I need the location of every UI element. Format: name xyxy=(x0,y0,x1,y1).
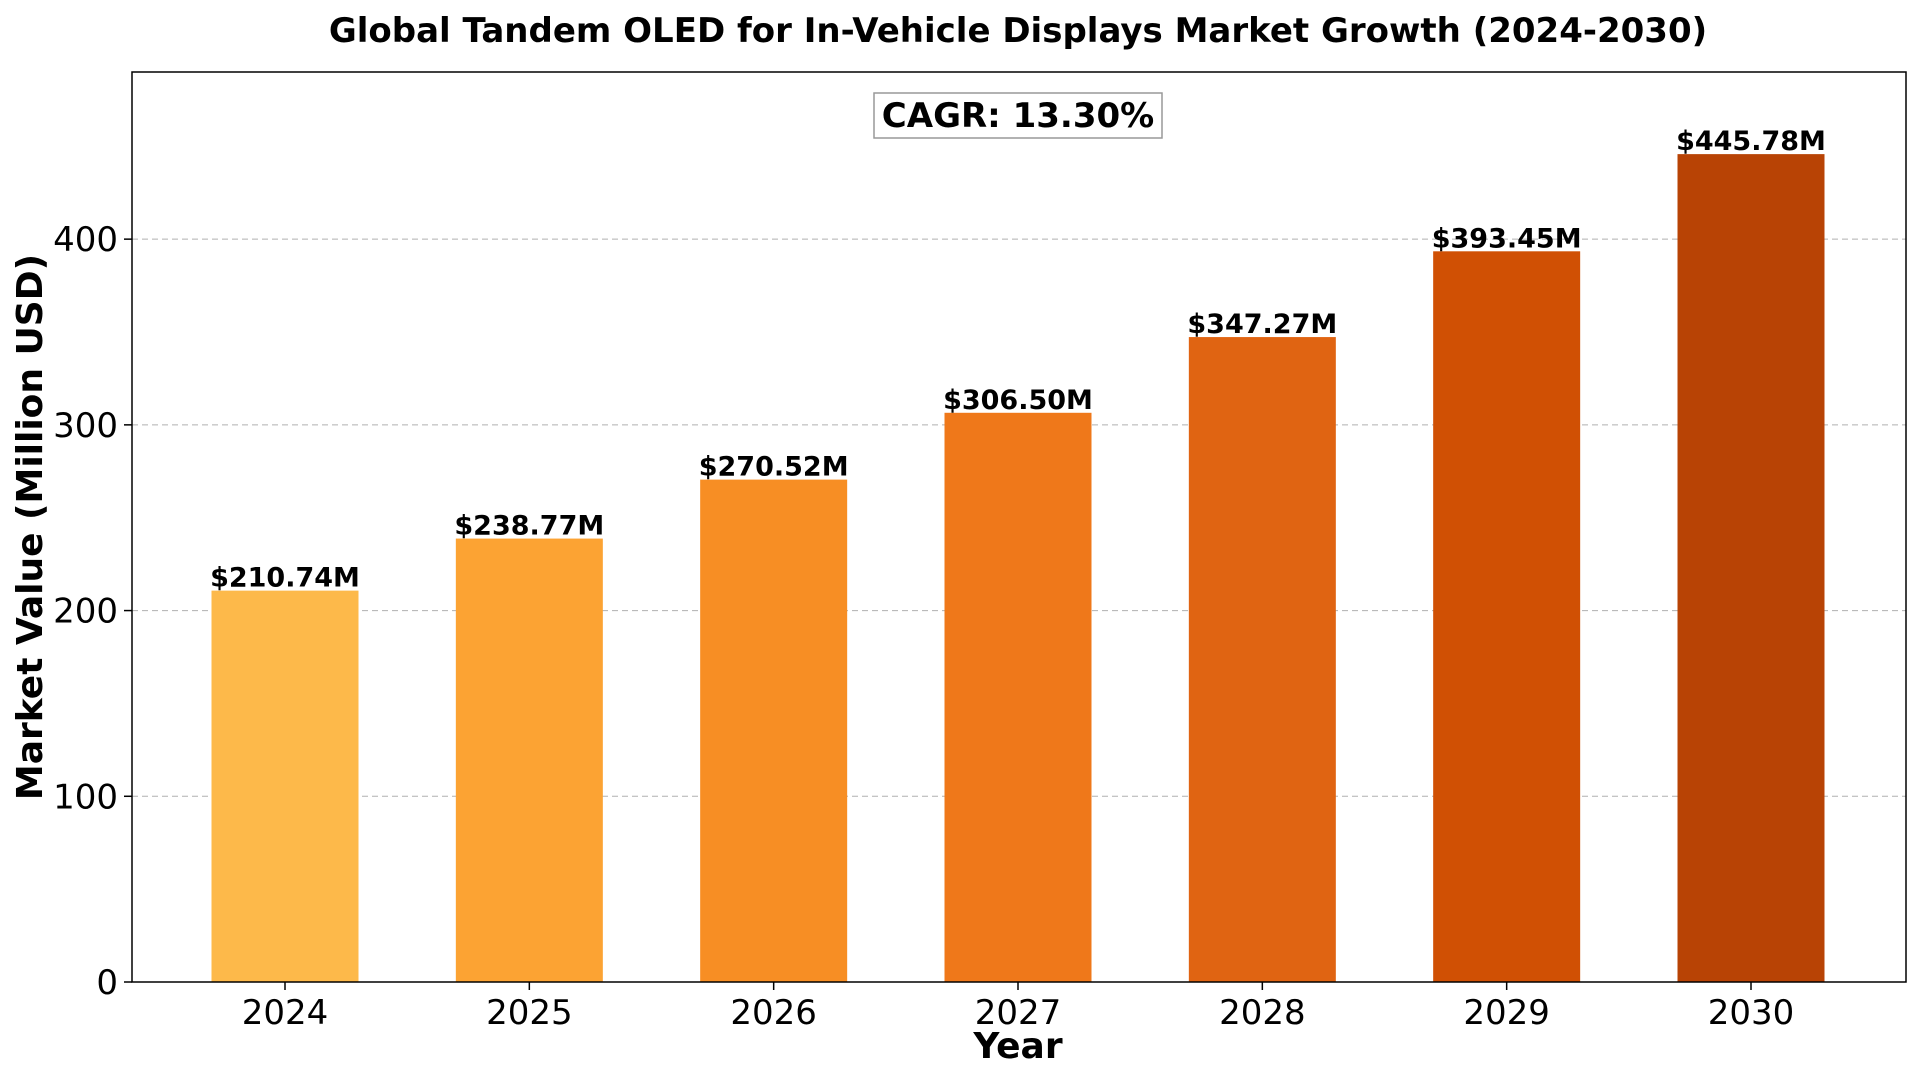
x-tick-label-2026: 2026 xyxy=(730,993,817,1033)
bar-2026 xyxy=(700,479,848,982)
y-tick-label: 300 xyxy=(53,406,118,446)
bar-2028 xyxy=(1188,337,1336,982)
grid-lines xyxy=(132,238,1906,797)
x-tick-label-2027: 2027 xyxy=(975,993,1062,1033)
cagr-annotation: CAGR: 13.30% xyxy=(873,92,1163,139)
data-label-2028: $347.27M xyxy=(1187,309,1337,340)
y-axis-ticks: 0 100 200 300 400 xyxy=(53,220,132,1003)
chart-title: Global Tandem OLED for In-Vehicle Displa… xyxy=(329,11,1707,51)
x-axis-label: Year xyxy=(972,1026,1062,1067)
data-label-2026: $270.52M xyxy=(699,452,849,483)
data-labels: $210.74M $238.77M $270.52M $306.50M $347.27M… xyxy=(210,126,1826,594)
x-tick-label-2024: 2024 xyxy=(242,993,329,1033)
data-label-2029: $393.45M xyxy=(1432,223,1582,254)
bar-2030 xyxy=(1677,154,1825,982)
cagr-box-border xyxy=(873,92,1163,139)
x-tick-label-2029: 2029 xyxy=(1463,993,1550,1033)
x-tick-label-2025: 2025 xyxy=(486,993,573,1033)
data-label-2030: $445.78M xyxy=(1676,126,1826,157)
bar-2027 xyxy=(944,412,1092,982)
plot-frame xyxy=(131,71,1907,983)
data-label-2025: $238.77M xyxy=(454,511,604,542)
y-axis-label: Market Value (Million USD) xyxy=(10,254,51,800)
cagr-text: CAGR: 13.30% xyxy=(882,96,1154,136)
data-label-2024: $210.74M xyxy=(210,563,360,594)
x-tick-label-2028: 2028 xyxy=(1219,993,1306,1033)
y-tick-label: 100 xyxy=(53,777,118,817)
x-tick-label-2030: 2030 xyxy=(1708,993,1795,1033)
y-tick-label: 0 xyxy=(96,963,118,1003)
bar-2025 xyxy=(455,538,603,982)
y-tick-label: 400 xyxy=(53,220,118,260)
bar-2029 xyxy=(1433,251,1581,983)
y-tick-label: 200 xyxy=(53,592,118,632)
bars xyxy=(211,154,1825,983)
bar-2024 xyxy=(211,590,359,982)
data-label-2027: $306.50M xyxy=(943,385,1093,416)
x-axis-ticks: 2024 2025 2026 2027 2028 2029 2030 xyxy=(242,982,1795,1033)
